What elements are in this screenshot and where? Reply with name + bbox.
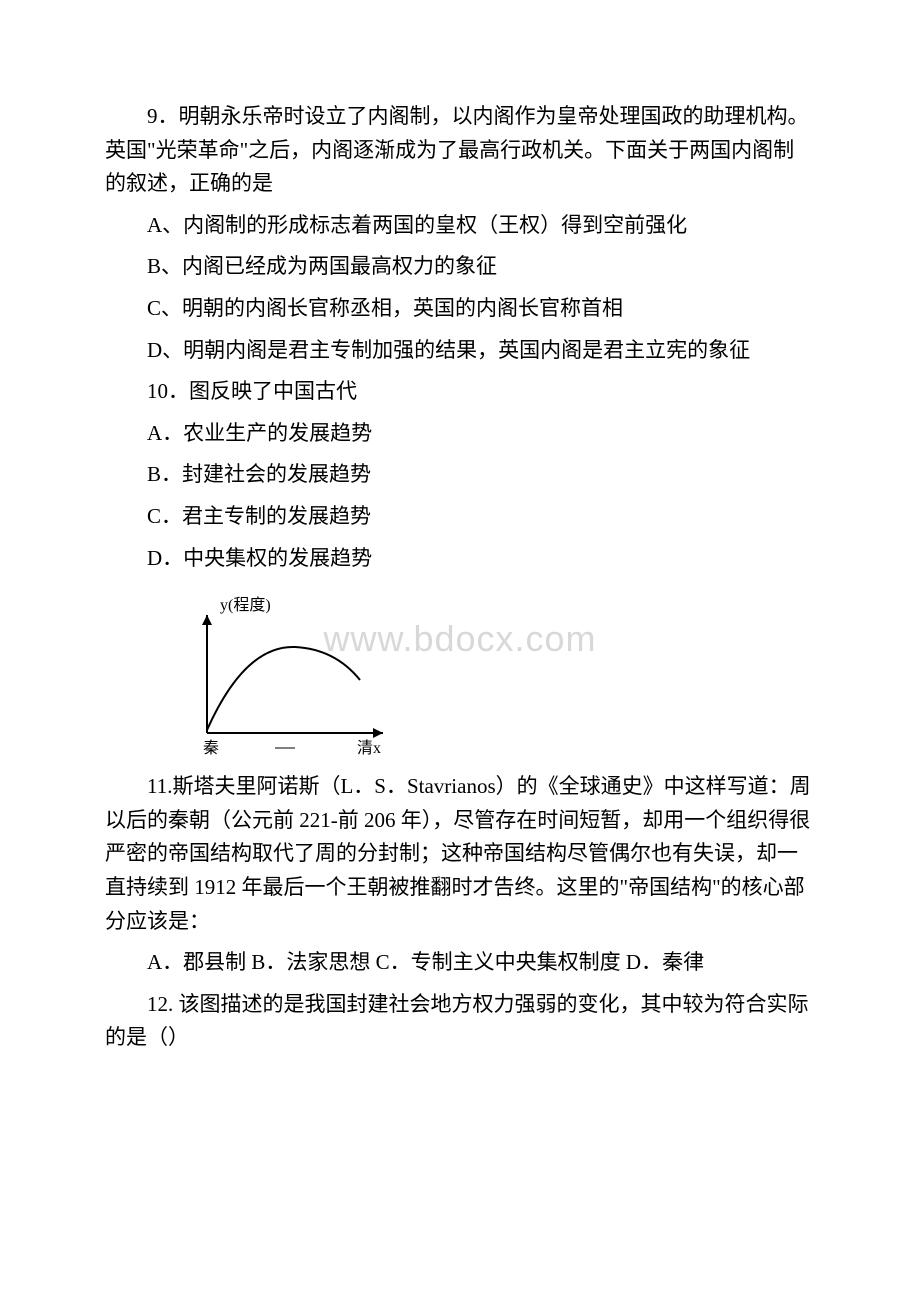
chart-y-axis-label: y(程度) [220,596,271,614]
question-9-option-a: A、内阁制的形成标志着两国的皇权（王权）得到空前强化 [105,209,815,243]
question-9-option-b: B、内阁已经成为两国最高权力的象征 [105,250,815,284]
chart-x-end-label: 清x [357,739,381,757]
question-9-option-c: C、明朝的内阁长官称丞相，英国的内阁长官称首相 [105,292,815,326]
question-10-option-c: C．君主专制的发展趋势 [105,500,815,534]
trend-chart: y(程度) 秦 清x [165,585,815,760]
chart-x-start-label: 秦 [203,739,219,757]
question-10-text: 10．图反映了中国古代 [105,375,815,409]
question-10-option-a: A．农业生产的发展趋势 [105,417,815,451]
question-11-options: A．郡县制 B．法家思想 C．专制主义中央集权制度 D．秦律 [105,946,815,980]
question-10-option-b: B．封建社会的发展趋势 [105,458,815,492]
question-10-option-d: D．中央集权的发展趋势 [105,542,815,576]
question-12-text: 12. 该图描述的是我国封建社会地方权力强弱的变化，其中较为符合实际的是（） [105,988,815,1055]
chart-y-arrow [202,615,212,625]
chart-curve [207,647,360,730]
question-9-text: 9．明朝永乐帝时设立了内阁制，以内阁作为皇帝处理国政的助理机构。英国"光荣革命"… [105,100,815,201]
chart-svg: y(程度) 秦 清x [165,585,395,760]
document-content: 9．明朝永乐帝时设立了内阁制，以内阁作为皇帝处理国政的助理机构。英国"光荣革命"… [105,100,815,1055]
question-11-text: 11.斯塔夫里阿诺斯（L．S．Stavrianos）的《全球通史》中这样写道：周… [105,770,815,938]
question-9-option-d: D、明朝内阁是君主专制加强的结果，英国内阁是君主立宪的象征 [105,334,815,368]
chart-x-arrow [373,728,383,738]
